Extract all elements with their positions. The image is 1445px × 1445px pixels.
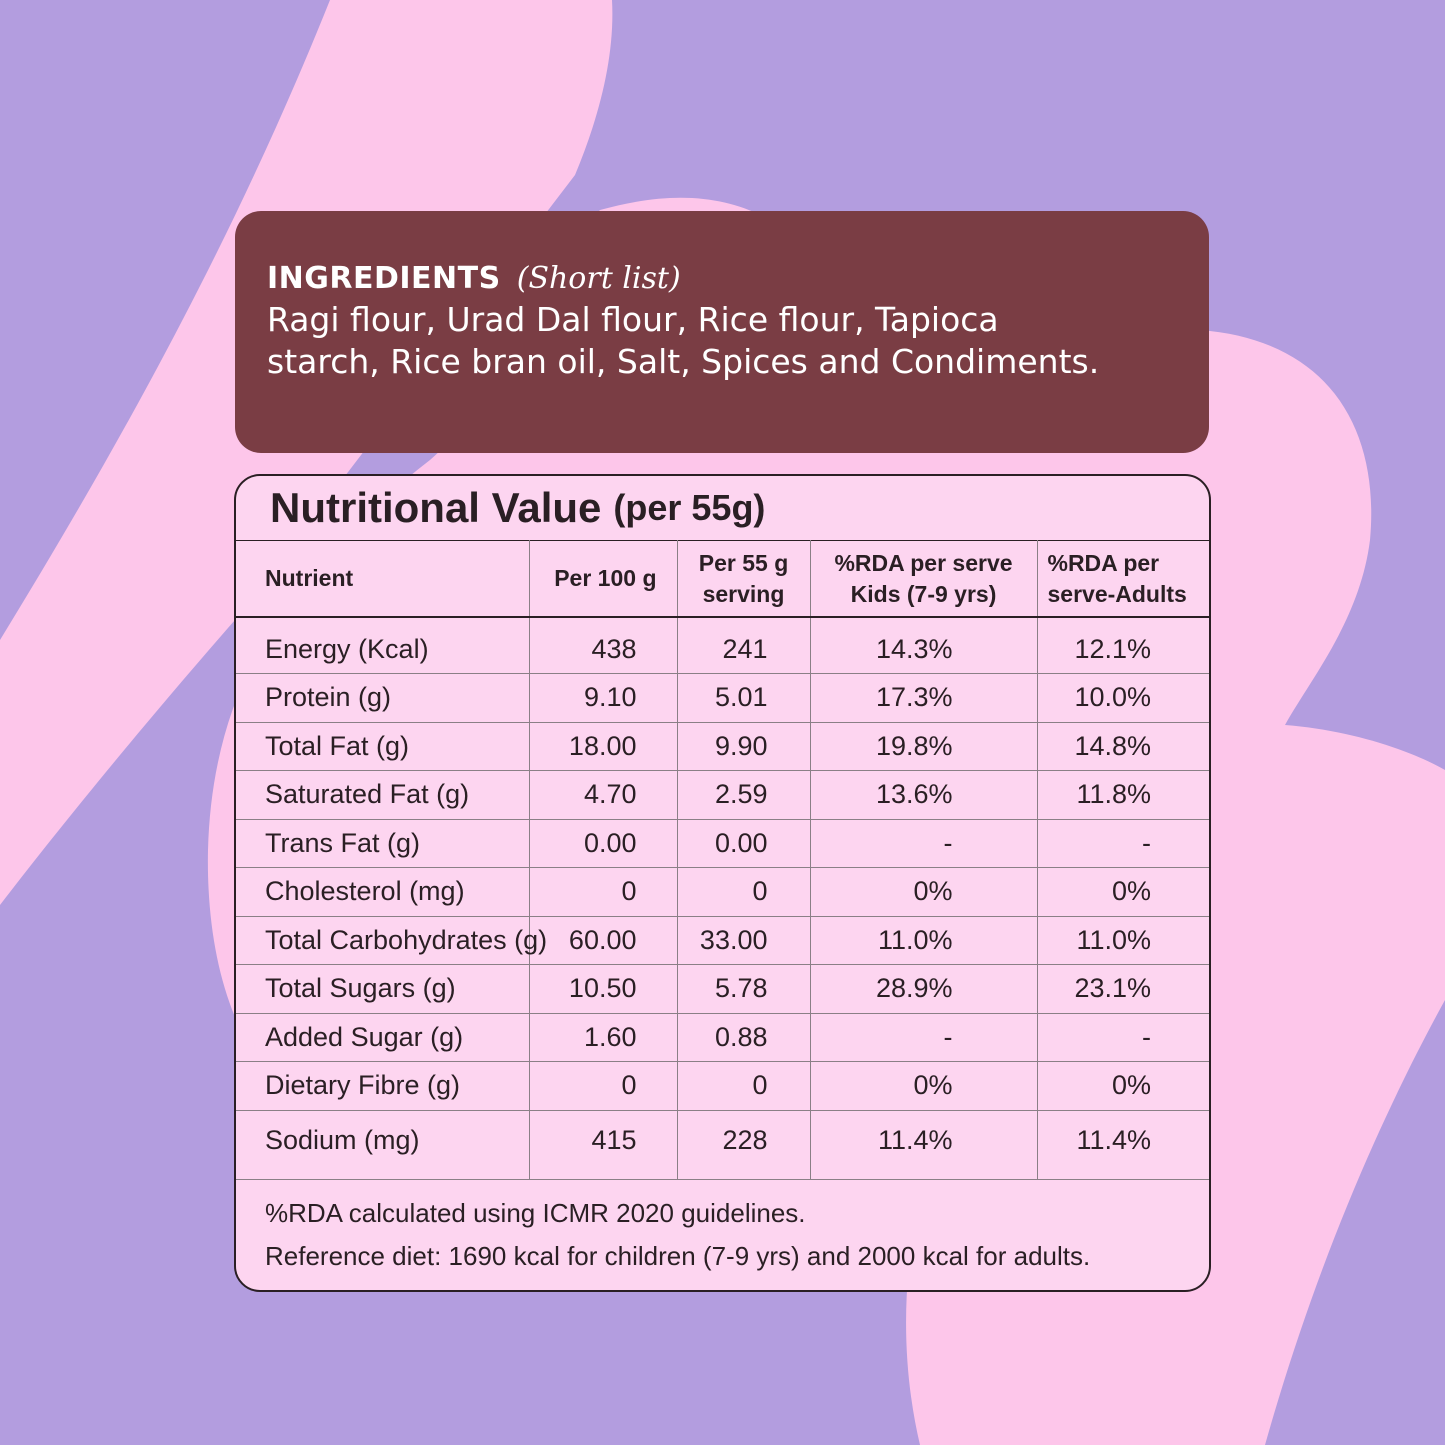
cell-per-55g: 0 xyxy=(676,867,811,917)
cell-per-100g: 18.00 xyxy=(528,721,678,771)
table-row: Trans Fat (g) 0.00 0.00- - xyxy=(236,818,1209,868)
cell-per-100g: 60.00 xyxy=(528,915,678,965)
cell-nutrient: Total Carbohydrates (g) xyxy=(236,915,547,965)
cell-rda-kids: 0% xyxy=(809,1061,1038,1111)
cell-rda-adults: 0% xyxy=(1036,867,1209,917)
cell-rda-adults: 0% xyxy=(1036,1061,1209,1111)
table-row: Sodium (mg) 415 228 11.4% 11.4% xyxy=(236,1109,1209,1180)
ingredients-title: INGREDIENTS xyxy=(267,261,501,296)
cell-per-55g: 0.88 xyxy=(676,1012,811,1062)
cell-per-55g: 2.59 xyxy=(676,770,811,820)
cell-rda-kids: 28.9% xyxy=(809,964,1038,1014)
cell-nutrient: Energy (Kcal) xyxy=(236,616,530,674)
table-row: Total Sugars (g) 10.50 5.78 28.9% 23.1% xyxy=(236,964,1209,1014)
cell-per-100g: 1.60 xyxy=(528,1012,678,1062)
nutrition-panel: Nutritional Value (per 55g) Nutrient Per… xyxy=(234,474,1211,1292)
nutrition-title: Nutritional Value xyxy=(270,484,602,531)
cell-rda-adults: - xyxy=(1036,1012,1209,1062)
cell-rda-adults: 12.1% xyxy=(1036,616,1209,674)
table-row: Cholesterol (mg) 0 0 0% 0% xyxy=(236,867,1209,917)
cell-rda-kids: - xyxy=(809,818,1038,868)
cell-per-100g: 10.50 xyxy=(528,964,678,1014)
cell-nutrient: Saturated Fat (g) xyxy=(236,770,530,820)
cell-nutrient: Cholesterol (mg) xyxy=(236,867,530,917)
cell-per-100g: 9.10 xyxy=(528,673,678,723)
header-per-100g: Per 100 g xyxy=(528,540,678,618)
nutrition-table: Nutrient Per 100 g Per 55 g serving %RDA … xyxy=(236,540,1209,1180)
cell-per-100g: 0.00 xyxy=(528,818,678,868)
cell-nutrient: Added Sugar (g) xyxy=(236,1012,530,1062)
cell-rda-adults: - xyxy=(1036,818,1209,868)
cell-rda-adults: 14.8% xyxy=(1036,721,1209,771)
cell-rda-kids: 19.8% xyxy=(809,721,1038,771)
cell-per-100g: 438 xyxy=(528,616,678,674)
cell-per-100g: 4.70 xyxy=(528,770,678,820)
cell-per-55g: 5.78 xyxy=(676,964,811,1014)
table-row: Total Fat (g) 18.00 9.90 19.8% 14.8% xyxy=(236,721,1209,771)
cell-nutrient: Total Sugars (g) xyxy=(236,964,530,1014)
cell-rda-kids: 11.0% xyxy=(809,915,1038,965)
table-row: Saturated Fat (g) 4.70 2.59 13.6% 11.8% xyxy=(236,770,1209,820)
table-header-row: Nutrient Per 100 g Per 55 g serving %RDA … xyxy=(236,540,1209,618)
table-row: Total Carbohydrates (g) 60.00 33.00 11.0% 11… xyxy=(236,915,1209,965)
cell-nutrient: Dietary Fibre (g) xyxy=(236,1061,530,1111)
ingredients-heading: INGREDIENTS (Short list) xyxy=(267,261,1177,297)
header-rda-kids: %RDA per serve Kids (7-9 yrs) xyxy=(809,540,1038,618)
header-nutrient: Nutrient xyxy=(236,540,530,618)
cell-per-55g: 228 xyxy=(676,1109,811,1180)
ingredients-line-1: Ragi flour, Urad Dal flour, Rice flour, … xyxy=(267,300,999,339)
cell-per-100g: 0 xyxy=(528,1061,678,1111)
cell-rda-kids: 14.3% xyxy=(809,616,1038,674)
cell-nutrient: Total Fat (g) xyxy=(236,721,530,771)
cell-per-55g: 241 xyxy=(676,616,811,674)
cell-per-55g: 33.00 xyxy=(676,915,811,965)
table-row: Dietary Fibre (g) 0 0 0% 0% xyxy=(236,1061,1209,1111)
cell-per-100g: 415 xyxy=(528,1109,678,1180)
cell-nutrient: Sodium (mg) xyxy=(236,1109,530,1180)
cell-nutrient: Trans Fat (g) xyxy=(236,818,530,868)
cell-rda-kids: 11.4% xyxy=(809,1109,1038,1180)
footnote-reference-diet: Reference diet: 1690 kcal for children (… xyxy=(265,1240,1091,1271)
ingredients-subtitle: (Short list) xyxy=(516,261,681,296)
table-row: Protein (g) 9.10 5.01 17.3% 10.0% xyxy=(236,673,1209,723)
cell-rda-adults: 23.1% xyxy=(1036,964,1209,1014)
cell-rda-kids: 13.6% xyxy=(809,770,1038,820)
footnotes: %RDA calculated using ICMR 2020 guidelin… xyxy=(236,1180,1209,1278)
cell-rda-kids: 0% xyxy=(809,867,1038,917)
nutrition-subtitle: (per 55g) xyxy=(613,487,766,528)
cell-rda-adults: 11.0% xyxy=(1036,915,1209,965)
cell-rda-kids: - xyxy=(809,1012,1038,1062)
table-row: Added Sugar (g) 1.60 0.88- - xyxy=(236,1012,1209,1062)
header-per-55g: Per 55 g serving xyxy=(676,540,811,618)
cell-rda-adults: 11.4% xyxy=(1036,1109,1209,1180)
cell-rda-kids: 17.3% xyxy=(809,673,1038,723)
cell-per-55g: 0 xyxy=(676,1061,811,1111)
header-rda-adults: %RDA per serve-Adults xyxy=(1036,540,1209,618)
footnote-rda: %RDA calculated using ICMR 2020 guidelin… xyxy=(265,1197,806,1228)
cell-per-55g: 9.90 xyxy=(676,721,811,771)
table-row: Energy (Kcal) 438 241 14.3% 12.1% xyxy=(236,616,1209,674)
cell-nutrient: Protein (g) xyxy=(236,673,530,723)
nutrition-heading: Nutritional Value (per 55g) xyxy=(236,476,1209,540)
ingredients-line-2: starch, Rice bran oil, Salt, Spices and … xyxy=(267,342,1100,381)
cell-per-100g: 0 xyxy=(528,867,678,917)
ingredients-panel: INGREDIENTS (Short list) Ragi flour, Ura… xyxy=(235,211,1209,453)
cell-per-55g: 0.00 xyxy=(676,818,811,868)
cell-per-55g: 5.01 xyxy=(676,673,811,723)
cell-rda-adults: 11.8% xyxy=(1036,770,1209,820)
ingredients-list: Ragi flour, Urad Dal flour, Rice flour, … xyxy=(267,299,1177,383)
cell-rda-adults: 10.0% xyxy=(1036,673,1209,723)
